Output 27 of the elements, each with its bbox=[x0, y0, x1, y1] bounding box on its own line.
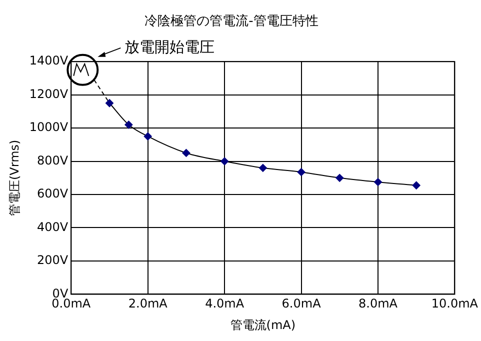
point bbox=[336, 174, 344, 182]
y-axis-title: 管電圧(Vrms) bbox=[7, 140, 22, 216]
y-tick-label: 1400V bbox=[29, 54, 69, 68]
y-tick-label: 1200V bbox=[29, 86, 69, 101]
x-tick-label: 0.0mA bbox=[52, 296, 92, 311]
point bbox=[258, 164, 267, 172]
point bbox=[412, 181, 420, 190]
x-tick-label: 8.0mA bbox=[358, 296, 398, 311]
x-tick-label: 4.0mA bbox=[205, 296, 245, 311]
point bbox=[182, 148, 190, 157]
y-tick-label: 600V bbox=[37, 186, 69, 201]
x-tick-label: 10.0mA bbox=[431, 296, 479, 311]
point bbox=[144, 132, 152, 140]
y-tick-label: 400V bbox=[37, 220, 69, 234]
x-axis-title: 管電流(mA) bbox=[230, 318, 296, 332]
point bbox=[374, 178, 382, 186]
y-tick-label: 1000V bbox=[29, 120, 69, 134]
x-tick-label: 6.0mA bbox=[282, 296, 322, 311]
point bbox=[106, 99, 114, 108]
y-tick-label: 800V bbox=[37, 153, 69, 168]
point bbox=[297, 168, 306, 176]
x-tick-label: 2.0mA bbox=[128, 296, 168, 311]
y-tick-label: 200V bbox=[37, 253, 69, 268]
point bbox=[220, 157, 229, 166]
chart-title: 冷陰極管の管電流-管電圧特性 bbox=[144, 13, 318, 30]
annotation: 放電開始電圧 bbox=[124, 38, 215, 56]
point bbox=[124, 120, 133, 129]
